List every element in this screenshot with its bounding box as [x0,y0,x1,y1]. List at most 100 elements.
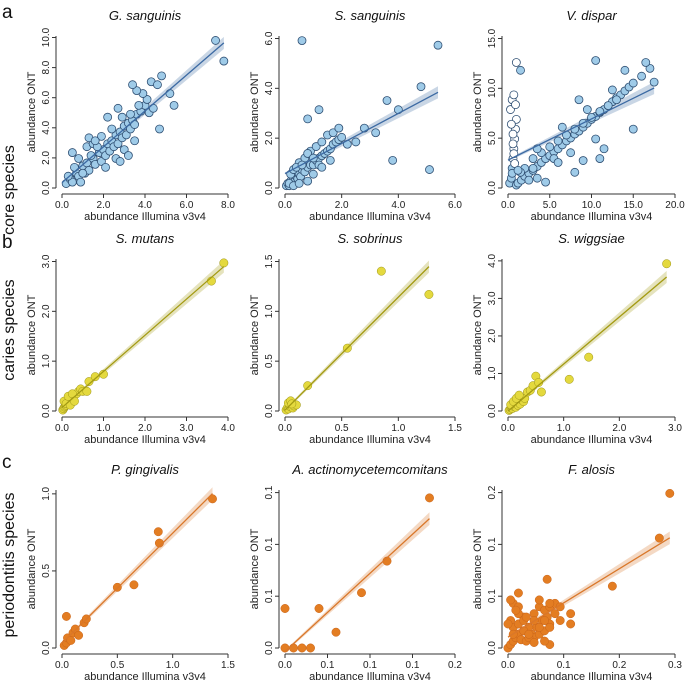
data-point [142,95,152,104]
row-label-caries: caries species [1,279,18,380]
y-tick-label: 10.0 [41,27,52,47]
data-point [107,124,117,134]
y-tick-label: 0.1 [487,537,498,551]
x-tick-label: 2.0 [97,200,111,211]
data-point [317,162,327,172]
data-point [425,165,434,174]
data-point [529,638,539,647]
y-axis-label: abundance ONT [249,294,261,375]
data-point [84,377,94,387]
data-point [90,372,100,382]
y-axis-label: abundance ONT [26,528,38,609]
panel-letter-a: a [2,2,13,23]
panel-title: F. alosis [568,462,615,477]
x-tick-label: 10.0 [582,200,602,211]
x-tick-label: 0.1 [363,660,377,671]
axes: 0.0 0.1 0.2 0.3 0.0 0.1 0.1 0.2 [487,485,682,671]
data-point [582,105,592,114]
panel-title: S. mutans [116,231,175,246]
data-point [662,259,672,269]
data-point [74,154,83,163]
panel-letter-c: c [2,452,12,473]
data-point [550,609,560,619]
x-tick-label: 4.0 [391,200,405,211]
data-point [564,374,574,384]
y-tick-label: 0.0 [264,181,275,195]
data-point [376,266,386,276]
x-tick-label: 0.5 [110,660,124,671]
x-axis-label: abundance Illumina v3v4 [84,434,206,446]
data-point [303,114,313,124]
data-point [540,616,549,625]
y-axis-label: abundance ONT [26,294,38,375]
regression-line [61,266,225,409]
data-point [534,622,544,632]
x-tick-label: 4.0 [138,200,152,211]
y-tick-label: 0.1 [264,537,275,551]
data-point [219,56,229,66]
x-tick-label: 0.0 [278,200,292,211]
data-point [113,139,123,149]
data-point [566,619,576,629]
data-point [416,82,426,92]
data-point [513,165,523,175]
y-tick-label: 1.5 [264,254,275,268]
data-point [303,149,313,158]
data-point [337,132,347,142]
x-tick-label: 0.5 [335,423,349,434]
data-point [117,112,127,122]
data-point [506,595,516,605]
y-tick-label: 0.0 [41,641,52,655]
data-point [134,100,144,110]
data-point [126,109,135,119]
y-tick-label: 1.0 [487,366,498,380]
panel-0: G. sanguinis 0.0 2.0 4.0 6.0 8.0 0.0 2.0 4.0 6.0 8… [26,8,235,223]
data-point [557,122,567,132]
x-tick-label: 0.0 [278,660,292,671]
data-point [123,151,133,160]
panel-title: S. sanguinis [335,8,406,23]
data-point [289,643,298,653]
data-point [545,142,555,152]
data-point [516,65,525,75]
data-point [508,129,518,139]
x-tick-label: 6.0 [448,200,462,211]
x-tick-label: 3.0 [180,423,194,434]
row-label-core: core species [1,145,18,235]
data-point [129,580,139,590]
data-point [510,159,520,168]
data-point [303,381,313,391]
data-point [433,40,443,50]
data-point [599,144,609,154]
data-point [603,101,613,111]
data-point [566,148,576,158]
data-point [211,36,220,45]
data-point [97,131,106,141]
data-point [128,80,137,90]
y-tick-label: 0.5 [264,354,275,368]
data-point [169,100,179,110]
axes: 0.0 0.5 1.0 1.5 0.0 0.5 1.0 [41,486,235,671]
data-point [524,629,534,639]
x-tick-label: 0.0 [501,660,515,671]
x-tick-label: 1.5 [221,660,235,671]
x-tick-label: 6.0 [180,200,194,211]
row-label-periodontitis: periodontitis species [1,493,18,638]
data-point [86,151,96,160]
panel-1: S. sanguinis 0.0 2.0 4.0 6.0 0.0 2.0 4.0 6.0 abun… [249,8,462,223]
row-b-header: b caries species [1,232,18,381]
data-point [665,488,675,498]
data-point [371,128,381,138]
regression-line [61,42,225,184]
data-point [311,142,321,151]
x-tick-label: 1.5 [448,423,462,434]
data-point [297,643,307,653]
y-axis-label: abundance ONT [472,294,484,375]
data-point [219,258,229,268]
data-point [130,136,140,146]
